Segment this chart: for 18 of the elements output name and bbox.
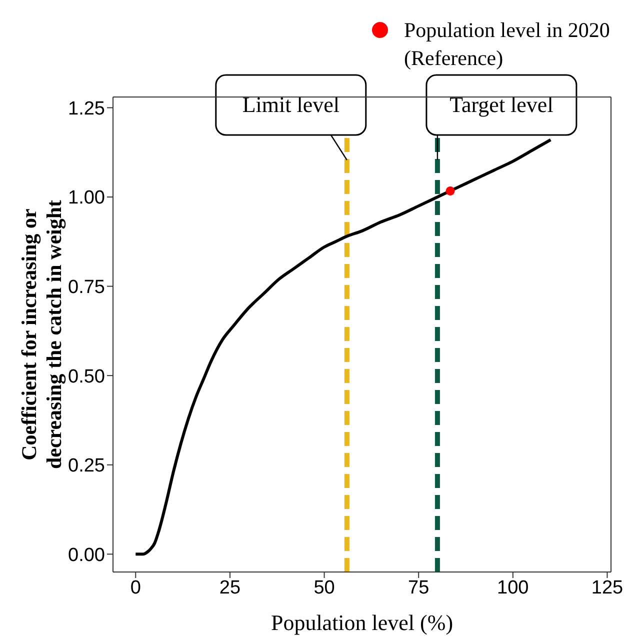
ref-line-label: Target level	[450, 92, 554, 117]
ref-line-label: Limit level	[242, 92, 340, 117]
x-tick-label: 125	[591, 577, 624, 598]
x-tick-label: 100	[497, 577, 529, 598]
y-tick-label: 0.50	[68, 366, 105, 388]
y-tick-label: 1.00	[68, 188, 105, 209]
y-tick-label: 0.00	[68, 544, 105, 566]
y-tick-label: 0.75	[68, 277, 105, 298]
x-tick-label: 0	[130, 577, 141, 598]
legend-label: Population level in 2020 (Reference)	[404, 17, 611, 72]
x-tick-label: 75	[408, 577, 430, 598]
x-tick-label: 50	[314, 577, 335, 598]
line-series	[134, 138, 552, 556]
y-tick-label: 1.25	[68, 98, 105, 120]
y-axis-title: Coefficient for increasing or decreasing the catch in weight	[17, 200, 66, 470]
x-tick-label: 25	[219, 577, 241, 598]
y-tick-label: 0.25	[68, 456, 105, 477]
x-axis-title: Population level (%)	[270, 610, 454, 635]
